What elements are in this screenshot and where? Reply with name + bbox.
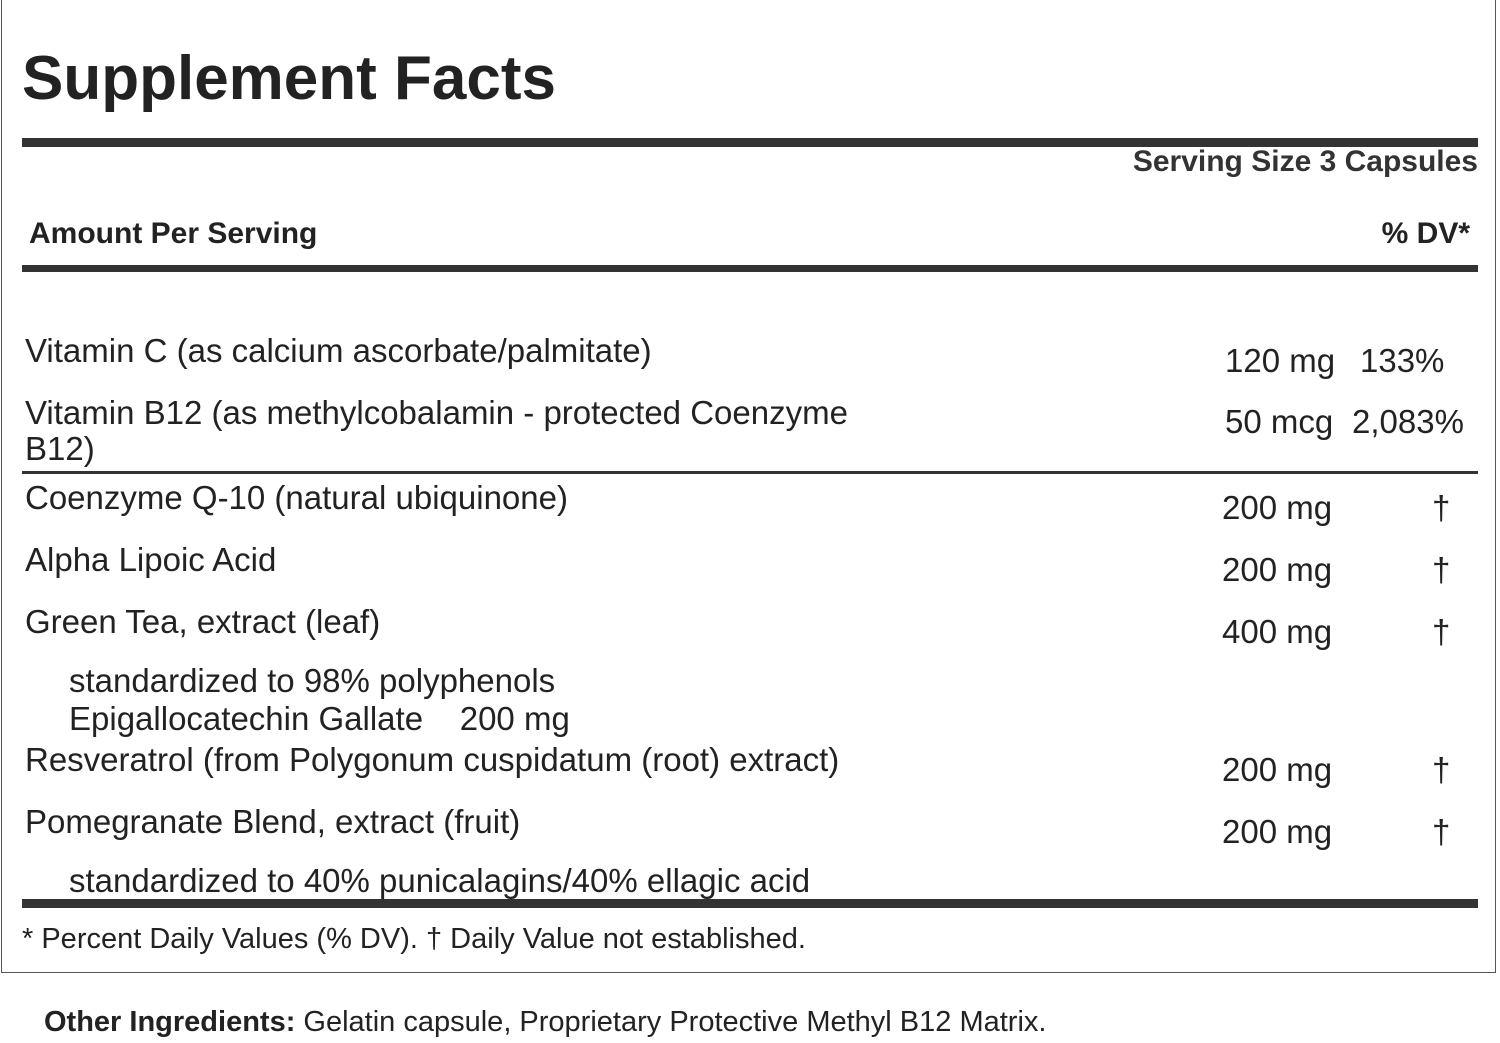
ingredient-amount: 50 mcg <box>1225 403 1334 440</box>
ingredient-name: Vitamin C (as calcium ascorbate/palmitat… <box>25 332 652 369</box>
ingredient-name: Coenzyme Q-10 (natural ubiquinone) <box>25 479 568 516</box>
thick-divider <box>22 265 1478 272</box>
panel-title: Supplement Facts <box>22 44 556 113</box>
other-ingredients-label: Other Ingredients: <box>44 1006 296 1038</box>
thick-divider <box>22 899 1478 908</box>
ingredient-amount: 200 mg <box>1222 551 1333 588</box>
ingredient-subtext: standardized to 98% polyphenols <box>69 662 556 699</box>
ingredient-subtext: standardized to 40% punicalagins/40% ell… <box>69 862 811 899</box>
amount-per-serving-header: Amount Per Serving <box>29 217 318 250</box>
ingredient-subtext: Epigallocatechin Gallate 200 mg <box>69 700 570 737</box>
ingredient-dv: † <box>1432 751 1451 788</box>
dv-header: % DV* <box>1381 217 1470 250</box>
ingredient-name: Alpha Lipoic Acid <box>25 541 277 578</box>
supplement-facts-panel <box>1 0 1496 973</box>
ingredient-name: Resveratrol (from Polygonum cuspidatum (… <box>25 741 840 778</box>
thick-divider <box>22 138 1478 147</box>
ingredient-amount: 400 mg <box>1222 613 1333 650</box>
ingredient-dv: 2,083% <box>1352 403 1464 440</box>
serving-size: Serving Size 3 Capsules <box>1132 145 1478 178</box>
ingredient-name: Pomegranate Blend, extract (fruit) <box>25 803 521 840</box>
ingredient-amount: 120 mg <box>1225 342 1336 379</box>
footnote: * Percent Daily Values (% DV). † Daily V… <box>22 923 806 955</box>
ingredient-dv: † <box>1432 813 1451 850</box>
ingredient-dv: † <box>1432 489 1451 526</box>
ingredient-dv: † <box>1432 613 1451 650</box>
ingredient-dv: 133% <box>1360 342 1445 379</box>
ingredient-amount: 200 mg <box>1222 813 1333 850</box>
ingredient-dv: † <box>1432 551 1451 588</box>
other-ingredients: Other Ingredients: Gelatin capsule, Prop… <box>44 1008 1046 1037</box>
thin-divider <box>22 471 1478 474</box>
other-ingredients-text: Gelatin capsule, Proprietary Protective … <box>295 1006 1047 1038</box>
ingredient-name: Vitamin B12 (as methylcobalamin - protec… <box>25 394 848 431</box>
ingredient-name: Green Tea, extract (leaf) <box>25 603 381 640</box>
ingredient-amount: 200 mg <box>1222 751 1333 788</box>
ingredient-name-continued: B12) <box>25 430 95 467</box>
ingredient-amount: 200 mg <box>1222 489 1333 526</box>
